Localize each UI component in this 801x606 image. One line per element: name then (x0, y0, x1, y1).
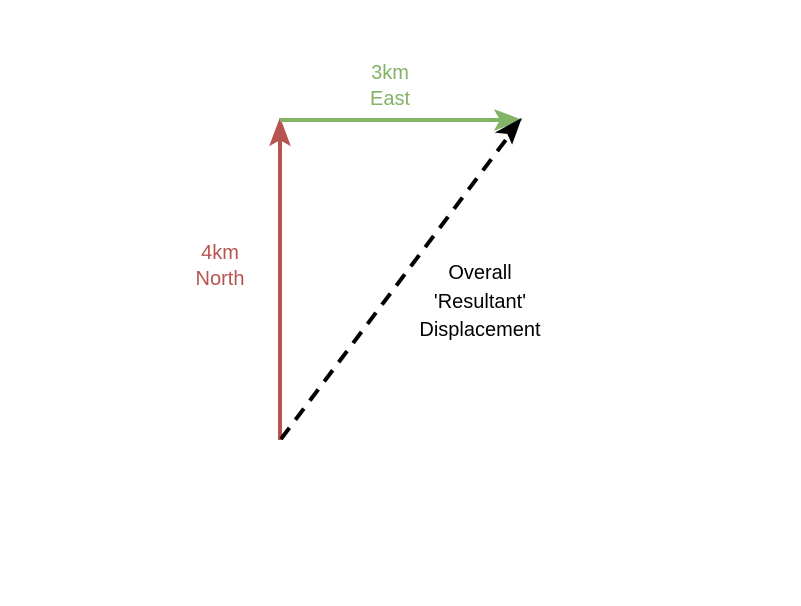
resultant-label-line-2: 'Resultant' (433, 290, 527, 313)
east-direction-text: East (369, 88, 411, 110)
resultant-label-line-3: Displacement (419, 319, 541, 341)
east-magnitude-text: 3km (371, 62, 409, 84)
resultant-vector-label: Overall 'Resultant' Displacement (390, 259, 570, 345)
north-magnitude-text: 4km (201, 242, 239, 264)
east-vector-arrowhead (493, 109, 523, 131)
north-vector-label: 4km North (160, 240, 280, 292)
resultant-vector-shaft (279, 135, 510, 441)
resultant-vector-arrowhead (494, 117, 522, 145)
north-vector-arrowhead (269, 117, 291, 147)
north-direction-text: North (195, 268, 245, 290)
resultant-label-line-1: Overall (448, 262, 512, 284)
east-vector-label: 3km East (330, 60, 450, 112)
